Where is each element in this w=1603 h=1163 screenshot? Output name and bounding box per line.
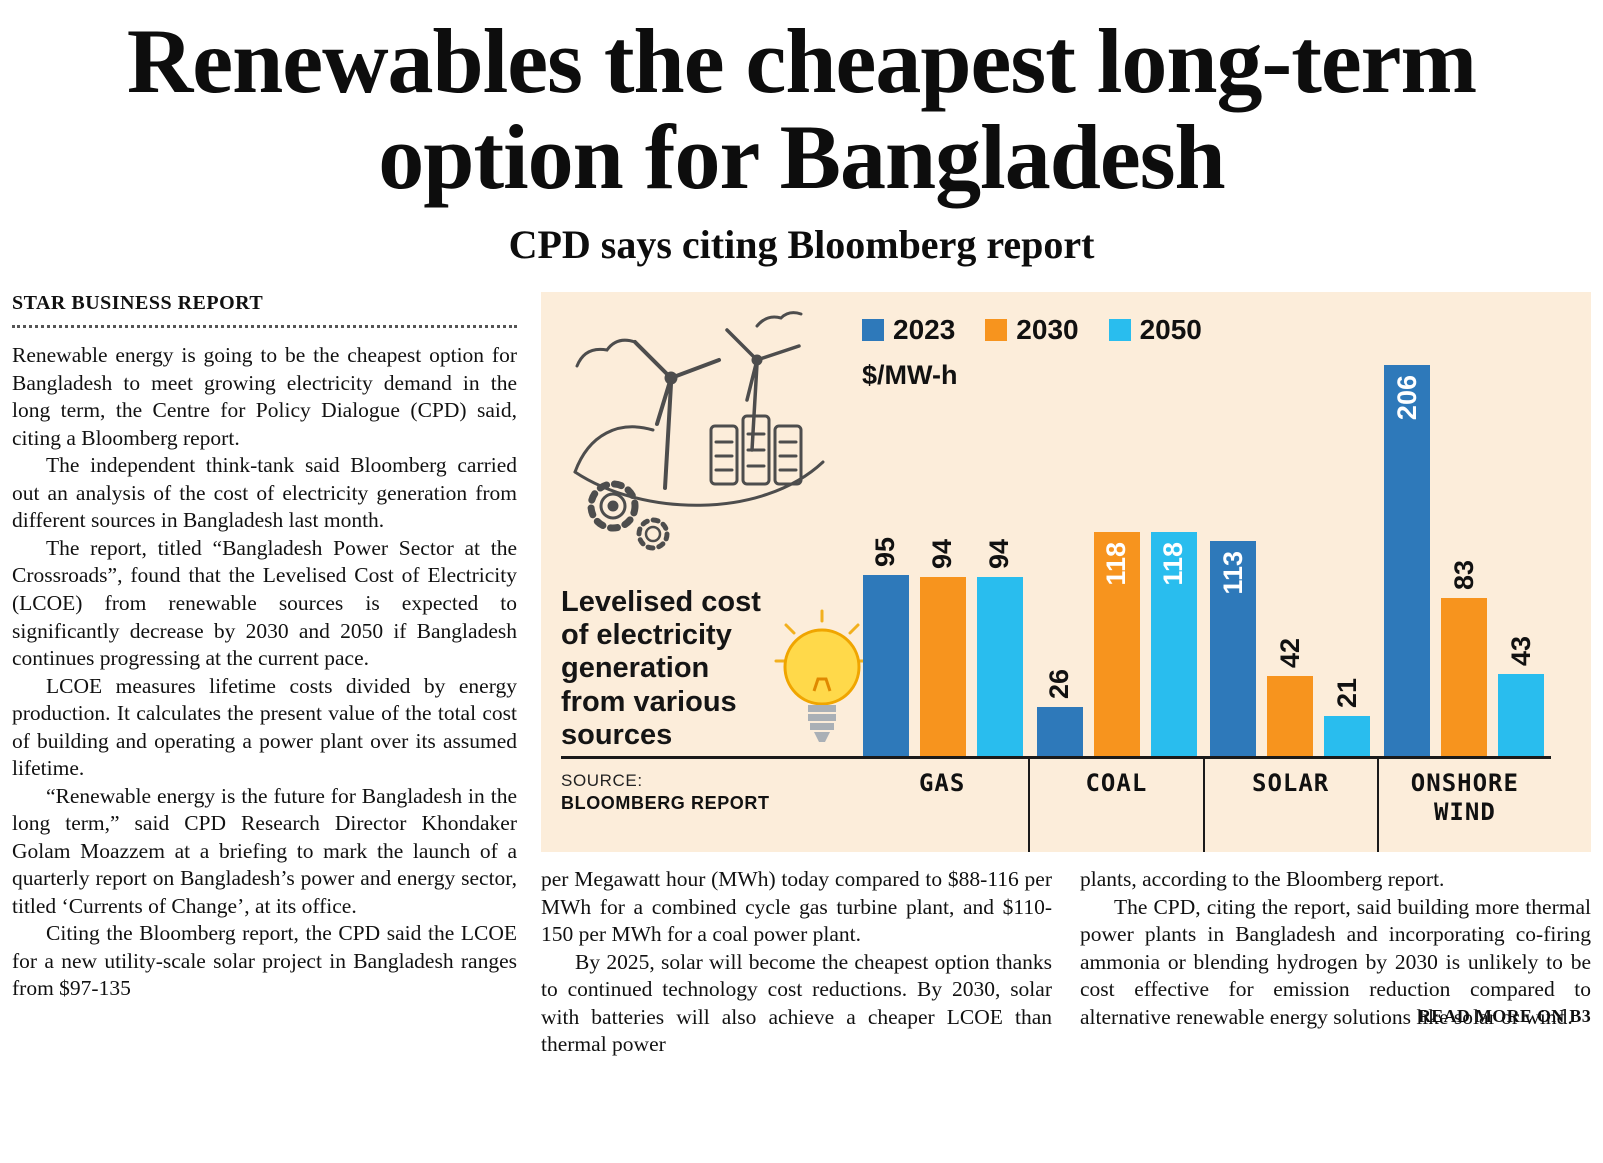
bar-coal-2030: 118 [1093,532,1140,757]
article-paragraph: Renewable energy is going to be the chea… [12,343,517,450]
chart-left-column: Levelised cost of electricity generation… [561,300,870,756]
chart-category-labels: GAS COAL SOLAR ONSHORE WIND [856,759,1551,853]
bar-group-gas: 95 94 94 [856,300,1030,757]
chart-unit-label: $/MW-h [862,360,958,391]
bar-value-label: 206 [1391,375,1422,421]
bar-solar-2050: 21 [1324,678,1371,757]
bar-value-label: 26 [1044,669,1075,700]
bar-value-label: 118 [1101,542,1132,586]
headline: Renewables the cheapest long-term option… [0,10,1603,208]
legend-item-2023: 2023 [862,314,955,346]
bar-coal-2023: 26 [1036,669,1083,757]
category-label-onshore-wind: ONSHORE WIND [1376,759,1551,853]
bar-group-coal: 26 118 118 [1030,300,1204,757]
bar-solar-2023: 113 [1210,541,1257,757]
lightbulb-icon [770,609,874,754]
chart-source: SOURCE: BLOOMBERG REPORT [561,759,856,852]
article-left-column: STAR BUSINESS REPORT Renewable energy is… [12,292,517,1059]
chart-title: Levelised cost of electricity generation… [561,585,761,751]
article-right-column: plants, according to the Bloomberg repor… [1080,866,1591,1059]
article-paragraph: LCOE measures lifetime costs divided by … [12,673,517,781]
article-paragraph: The report, titled “Bangladesh Power Sec… [12,535,517,671]
bar-group-onshore-wind: 206 83 43 [1377,300,1551,757]
article-paragraph: per Megawatt hour (MWh) today compared t… [541,867,1052,947]
bar-value-label: 94 [984,539,1015,570]
bar-solar-2030: 42 [1267,638,1314,757]
bar-coal-2050: 118 [1150,532,1197,757]
article-body: STAR BUSINESS REPORT Renewable energy is… [0,268,1603,1059]
legend-swatch [862,319,884,342]
article-paragraph: The CPD, citing the report, said buildin… [1080,894,1591,1029]
chart-plot-area: 2023 2030 2050 $/MW-h 95 94 94 26 118 118 113 42 2… [856,300,1551,757]
byline: STAR BUSINESS REPORT [12,292,517,329]
legend-label: 2030 [1016,314,1079,346]
legend-item-2030: 2030 [985,314,1079,346]
article-header: Renewables the cheapest long-term option… [0,0,1603,268]
left-paragraphs: Renewable energy is going to be the chea… [12,342,517,1002]
bar-value-label: 42 [1274,638,1305,669]
bar-onshore-wind-2023: 206 [1384,365,1431,757]
bar-gas-2030: 94 [919,539,966,757]
bar-value-label: 118 [1158,542,1189,586]
article-middle-column: per Megawatt hour (MWh) today compared t… [541,866,1052,1059]
bar-onshore-wind-2030: 83 [1441,560,1488,757]
article-paragraph: Citing the Bloomberg report, the CPD sai… [12,921,517,1001]
subheadline: CPD says citing Bloomberg report [508,222,1095,268]
category-label-gas: GAS [918,769,966,798]
read-more: READ MORE ON B3 [1417,1006,1591,1027]
category-label-coal: COAL [1028,759,1202,853]
headline-line2: option for Bangladesh [378,105,1225,208]
bar-gas-2023: 95 [862,537,909,757]
bar-value-label: 113 [1217,551,1248,595]
article-paragraph: plants, according to the Bloomberg repor… [1080,867,1445,892]
source-name: BLOOMBERG REPORT [561,793,770,814]
chart-main: Levelised cost of electricity generation… [561,300,1551,757]
bar-group-solar: 113 42 21 [1204,300,1378,757]
bar-value-label: 83 [1448,560,1479,591]
renewables-illustration [573,311,825,551]
bar-gas-2050: 94 [976,539,1023,757]
article-paragraph: The independent think-tank said Bloomber… [12,453,517,533]
chart-axis-row: SOURCE: BLOOMBERG REPORT GAS COAL SOLAR ONS… [561,756,1551,853]
right-paragraphs: plants, according to the Bloomberg repor… [1080,866,1591,1031]
legend-swatch [1108,319,1131,342]
headline-line1: Renewables the cheapest long-term [126,10,1477,112]
lcoe-chart-panel: Levelised cost of electricity generation… [541,292,1591,853]
bar-value-label: 95 [870,537,901,568]
article-paragraph: “Renewable energy is the future for Bang… [12,783,517,918]
chart-legend: 2023 2030 2050 [862,314,1202,346]
legend-swatch [985,319,1008,342]
bar-value-label: 94 [927,539,958,570]
category-label-solar: SOLAR [1202,759,1377,853]
legend-label: 2050 [1139,314,1202,346]
chart-bars: 95 94 94 26 118 118 113 42 21 206 83 43 [856,300,1551,757]
legend-label: 2023 [893,314,956,346]
source-label: SOURCE: [561,771,643,791]
bar-value-label: 21 [1331,678,1362,709]
bar-onshore-wind-2050: 43 [1498,636,1545,757]
article-paragraph: By 2025, solar will become the cheapest … [541,949,1052,1057]
legend-item-2050: 2050 [1108,314,1202,346]
bottom-columns: per Megawatt hour (MWh) today compared t… [541,866,1591,1059]
bar-value-label: 43 [1505,636,1536,667]
right-section: Levelised cost of electricity generation… [541,292,1591,1059]
